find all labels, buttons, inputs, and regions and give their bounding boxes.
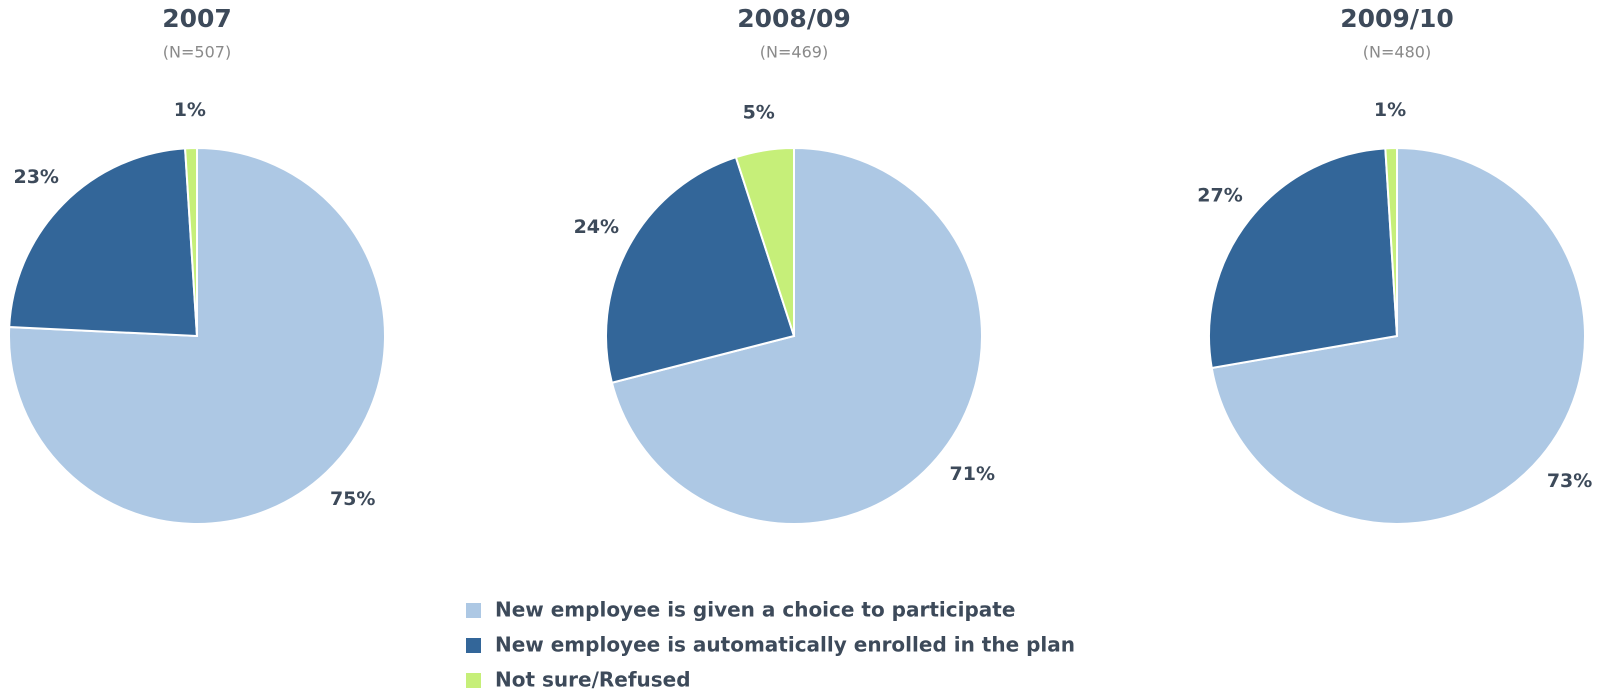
pie-slice	[1208, 147, 1399, 370]
pie-slice	[610, 146, 983, 525]
data-label: 23%	[13, 166, 58, 188]
data-label: 75%	[330, 488, 375, 510]
pie-slice	[8, 147, 199, 338]
chart-subtitle: (N=469)	[760, 43, 828, 62]
chart-title: 2008/09	[737, 4, 851, 33]
data-label: 1%	[1374, 99, 1406, 121]
legend-label: Not sure/Refused	[495, 668, 691, 692]
pie-slice	[184, 146, 198, 337]
chart-subtitle: (N=480)	[1363, 43, 1431, 62]
data-label: 27%	[1197, 185, 1242, 207]
pie-slice	[734, 146, 795, 337]
legend-swatch	[466, 638, 481, 653]
data-label: 1%	[174, 99, 206, 121]
chart-title: 2007	[162, 4, 232, 33]
data-label: 5%	[743, 102, 775, 124]
legend-label: New employee is given a choice to partic…	[495, 598, 1015, 622]
legend-swatch	[466, 673, 481, 688]
chart-title: 2009/10	[1340, 4, 1454, 33]
data-label: 24%	[574, 216, 619, 238]
legend-swatch	[466, 603, 481, 618]
data-label: 71%	[950, 463, 995, 485]
data-label: 73%	[1547, 470, 1592, 492]
chart-subtitle: (N=507)	[163, 43, 231, 62]
pie-slice	[605, 155, 796, 384]
legend-label: New employee is automatically enrolled i…	[495, 633, 1075, 657]
pie-slice	[1210, 146, 1586, 525]
pie-slice	[1384, 146, 1398, 337]
